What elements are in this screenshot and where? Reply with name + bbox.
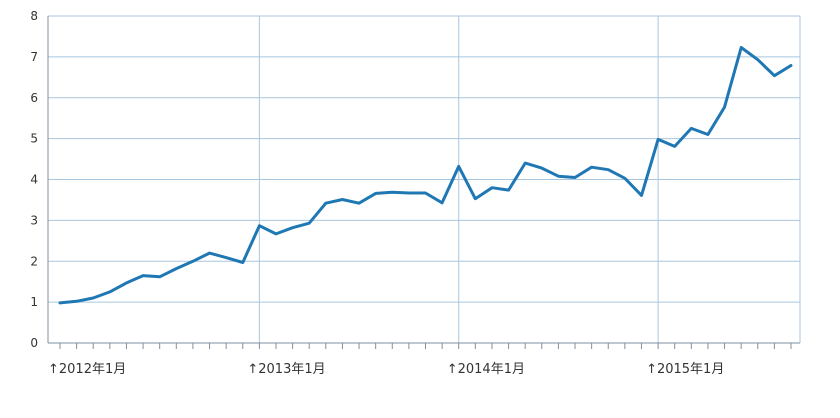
data-point bbox=[340, 198, 344, 202]
data-point bbox=[689, 126, 693, 130]
data-point bbox=[141, 274, 145, 278]
data-point bbox=[424, 191, 428, 195]
y-tick-label: 6 bbox=[30, 91, 38, 105]
x-tick-label: ↑2013年1月 bbox=[247, 362, 325, 377]
data-point bbox=[124, 281, 128, 285]
data-point bbox=[324, 201, 328, 205]
data-point bbox=[490, 186, 494, 190]
data-point bbox=[241, 260, 245, 264]
data-point bbox=[357, 201, 361, 205]
data-point bbox=[639, 193, 643, 197]
data-point bbox=[673, 144, 677, 148]
x-tick-labels: ↑2012年1月 ↑2013年1月 ↑2014年1月 ↑2015年1月 bbox=[48, 362, 724, 377]
y-tick-label: 3 bbox=[30, 213, 38, 227]
data-point bbox=[590, 165, 594, 169]
data-point bbox=[58, 301, 62, 305]
data-point bbox=[75, 299, 79, 303]
y-tick-label: 7 bbox=[30, 50, 38, 64]
axis-layer bbox=[47, 16, 800, 349]
data-point bbox=[772, 74, 776, 78]
data-point bbox=[706, 133, 710, 137]
y-tick-label: 5 bbox=[30, 132, 38, 146]
data-point bbox=[374, 191, 378, 195]
data-point bbox=[174, 267, 178, 271]
data-point bbox=[191, 259, 195, 263]
data-point bbox=[407, 191, 411, 195]
data-point bbox=[739, 45, 743, 49]
data-point bbox=[540, 166, 544, 170]
data-point bbox=[440, 201, 444, 205]
data-point bbox=[291, 226, 295, 230]
data-point bbox=[108, 290, 112, 294]
x-tick-label: ↑2012年1月 bbox=[48, 362, 126, 377]
data-point bbox=[390, 190, 394, 194]
series-line bbox=[58, 46, 793, 305]
data-point bbox=[507, 188, 511, 192]
data-point bbox=[274, 232, 278, 236]
y-tick-label: 8 bbox=[30, 9, 38, 23]
data-point bbox=[623, 176, 627, 180]
data-point bbox=[257, 224, 261, 228]
y-tick-label: 1 bbox=[30, 295, 38, 309]
data-point bbox=[307, 221, 311, 225]
data-point bbox=[573, 175, 577, 179]
data-point bbox=[208, 251, 212, 255]
y-tick-label: 2 bbox=[30, 254, 38, 268]
data-point bbox=[523, 161, 527, 165]
data-point bbox=[91, 296, 95, 300]
data-point bbox=[224, 256, 228, 260]
x-tick-label: ↑2014年1月 bbox=[447, 362, 525, 377]
data-point bbox=[473, 197, 477, 201]
data-point bbox=[723, 105, 727, 109]
data-point bbox=[756, 58, 760, 62]
data-point bbox=[158, 275, 162, 279]
y-tick-labels: 0 1 2 3 4 5 6 7 8 bbox=[30, 9, 38, 350]
y-tick-label: 4 bbox=[30, 173, 38, 187]
grid-layer bbox=[48, 15, 801, 343]
data-point bbox=[789, 63, 793, 67]
data-point bbox=[606, 168, 610, 172]
data-point bbox=[656, 137, 660, 141]
data-point bbox=[457, 164, 461, 168]
y-tick-label: 0 bbox=[30, 336, 38, 350]
series-layer bbox=[58, 45, 793, 305]
data-point bbox=[556, 174, 560, 178]
x-tick-label: ↑2015年1月 bbox=[646, 362, 724, 377]
